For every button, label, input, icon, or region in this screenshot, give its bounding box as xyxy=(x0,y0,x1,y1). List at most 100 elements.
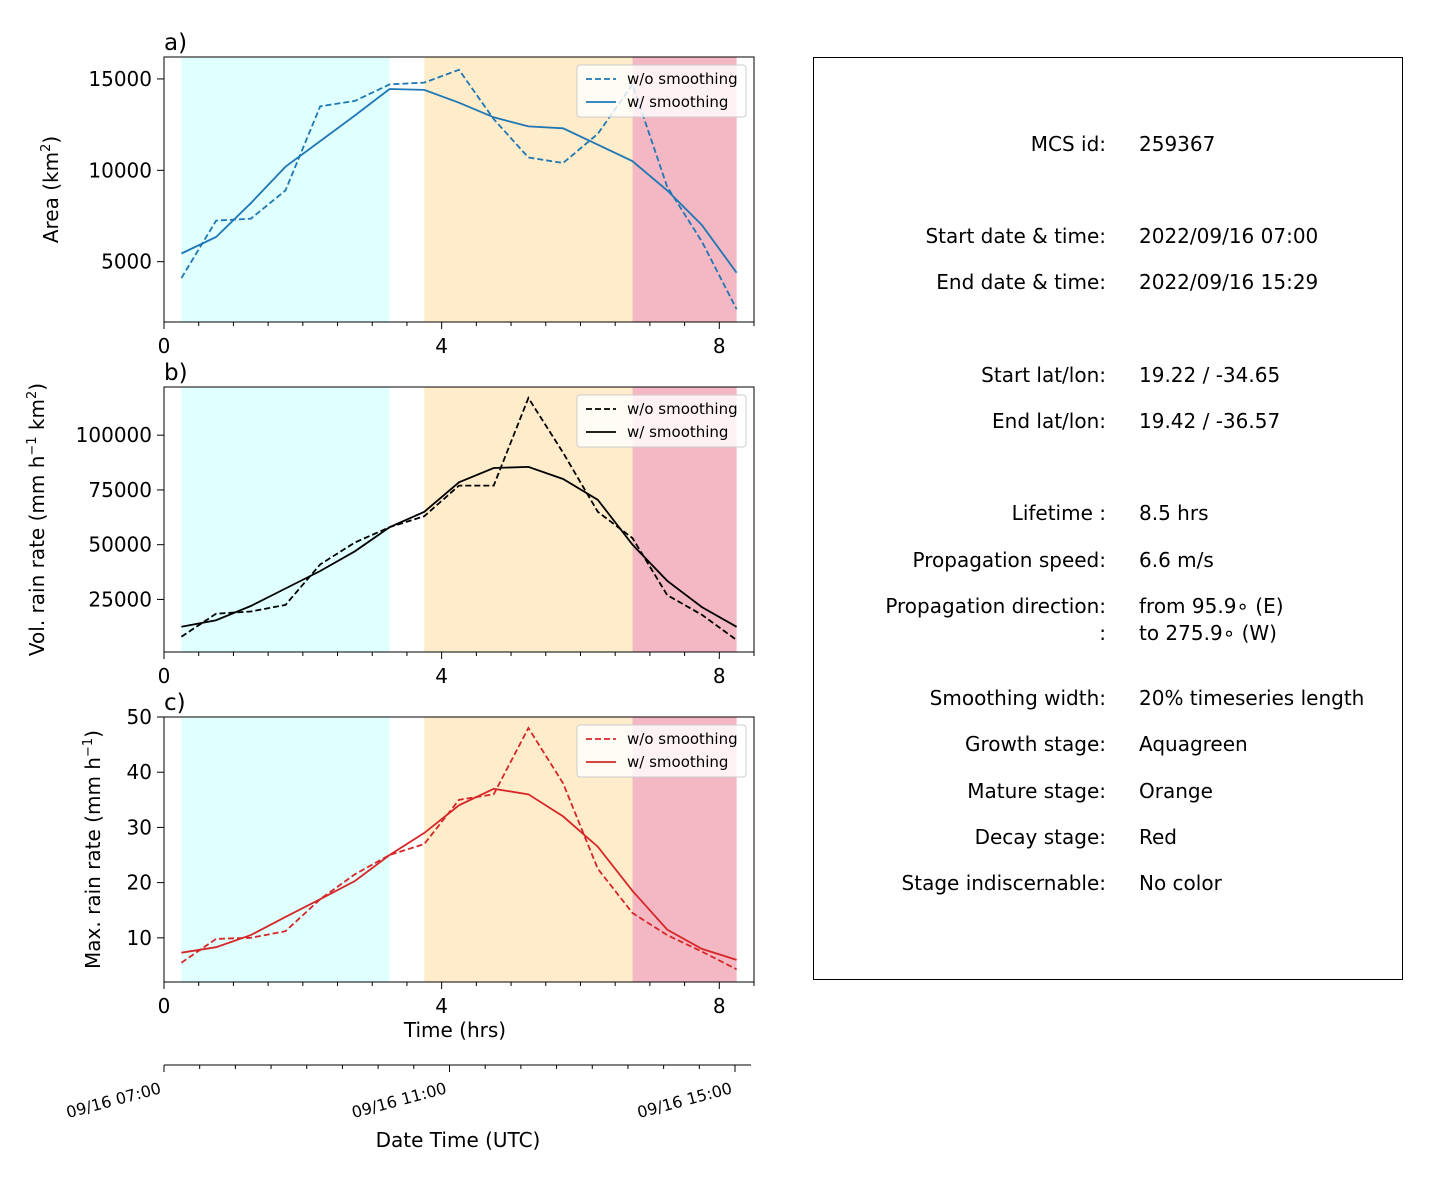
series-line-with-smoothing xyxy=(181,88,738,274)
legend-box xyxy=(576,724,747,778)
y-axis-label-superscript: 2 xyxy=(39,144,54,152)
y-tick-label: 40 xyxy=(127,760,152,784)
y-tick-label: 15000 xyxy=(88,67,152,91)
info-label: : xyxy=(1099,621,1106,645)
x-tick-label: 8 xyxy=(713,334,726,358)
info-label: Start date & time: xyxy=(925,224,1106,248)
info-label: Smoothing width: xyxy=(929,686,1106,710)
y-tick-label: 50 xyxy=(127,705,152,729)
date-tick-label: 09/16 07:00 xyxy=(64,1079,163,1123)
x-tick-label: 4 xyxy=(435,994,448,1018)
date-tick-label: 09/16 11:00 xyxy=(350,1079,449,1123)
y-tick-label: 75000 xyxy=(88,478,152,502)
info-value: 2022/09/16 15:29 xyxy=(1139,270,1319,294)
stage-band-growth xyxy=(181,717,390,982)
info-label: Lifetime : xyxy=(1011,501,1106,525)
x-tick-label: 0 xyxy=(158,334,171,358)
info-value: 259367 xyxy=(1139,132,1216,156)
x-tick-label: 8 xyxy=(713,664,726,688)
y-tick-label: 25000 xyxy=(88,587,152,611)
x-tick-label: 0 xyxy=(158,994,171,1018)
legend-label: w/o smoothing xyxy=(627,70,738,88)
panel-label: b) xyxy=(164,360,188,386)
info-label: Propagation speed: xyxy=(912,548,1106,572)
chart-panel-1: 0 4 8 5000 10000 15000 a) Area (km2) w/o smoothi… xyxy=(39,30,755,358)
info-value: from 95.9∘ (E) xyxy=(1139,594,1284,618)
date-time-axis: 09/16 07:00 09/16 11:00 09/16 15:00 Date Ti… xyxy=(64,1064,751,1152)
x-tick-label: 8 xyxy=(713,994,726,1018)
series-line-without-smoothing xyxy=(180,68,738,310)
stage-band-growth xyxy=(181,387,390,652)
panel-label: c) xyxy=(164,690,186,716)
series-line-with-smoothing xyxy=(181,787,737,961)
y-axis-label: Vol. rain rate (mm h−1 km2) xyxy=(25,383,49,656)
info-label: Stage indiscernable: xyxy=(901,871,1106,895)
info-value: 19.22 / -34.65 xyxy=(1139,363,1281,387)
plot-frame xyxy=(163,716,755,983)
y-axis-label-superscript: 2 xyxy=(25,391,40,399)
info-value: 2022/09/16 07:00 xyxy=(1139,224,1319,248)
y-axis-label-text: Vol. rain rate (mm h xyxy=(25,456,49,657)
y-axis-label-superscript: −1 xyxy=(25,436,40,455)
info-label: End lat/lon: xyxy=(992,409,1106,433)
plot-frame xyxy=(163,56,755,323)
x-tick-label: 4 xyxy=(435,334,448,358)
y-tick-label: 10000 xyxy=(88,158,152,182)
legend-label: w/ smoothing xyxy=(627,753,728,771)
y-axis-label: Max. rain rate (mm h−1) xyxy=(81,730,105,969)
plot-frame xyxy=(163,386,755,653)
info-value: 19.42 / -36.57 xyxy=(1139,409,1281,433)
y-tick-label: 5000 xyxy=(101,250,152,274)
chart-panel-2: 0 4 8 25000 50000 75000 100000 b) Vol. rain rate… xyxy=(25,360,755,688)
y-tick-label: 10 xyxy=(127,926,152,950)
legend-label: w/o smoothing xyxy=(627,400,738,418)
info-label: Start lat/lon: xyxy=(981,363,1106,387)
y-axis-label-superscript: −1 xyxy=(81,738,96,757)
series-line-without-smoothing xyxy=(180,726,738,971)
info-label: Propagation direction: xyxy=(885,594,1106,618)
info-label: Decay stage: xyxy=(974,825,1106,849)
y-axis-label-text: Area (km xyxy=(39,152,63,243)
legend-label: w/ smoothing xyxy=(627,93,728,111)
legend-label: w/o smoothing xyxy=(627,730,738,748)
date-tick-label: 09/16 15:00 xyxy=(635,1079,734,1123)
info-value: 20% timeseries length xyxy=(1139,686,1365,710)
panel-label: a) xyxy=(164,30,187,56)
legend: w/o smoothing w/ smoothing xyxy=(576,724,747,778)
legend-box xyxy=(576,394,747,448)
x-tick-label: 4 xyxy=(435,664,448,688)
y-axis-label-text: Max. rain rate (mm h xyxy=(81,757,105,969)
info-value: No color xyxy=(1139,871,1222,895)
y-tick-label: 20 xyxy=(127,871,152,895)
legend-box xyxy=(576,64,747,118)
info-value: Aquagreen xyxy=(1139,732,1248,756)
y-axis-label-text: ) xyxy=(81,730,105,738)
info-value: Orange xyxy=(1139,779,1213,803)
y-axis-label-text: ) xyxy=(25,383,49,391)
chart-panel-3: 0 4 8 10 20 30 40 50 c) Max. rain rate (mm h−1) Ti… xyxy=(81,690,755,1042)
mcs-info-panel: MCS id: 259367 Start date & time: 2022/0… xyxy=(813,57,1403,980)
x-tick-label: 0 xyxy=(158,664,171,688)
x-axis-label: Time (hrs) xyxy=(403,1018,506,1042)
series-line-without-smoothing xyxy=(180,396,738,641)
series-line-with-smoothing xyxy=(181,465,738,628)
info-value: 6.6 m/s xyxy=(1139,548,1214,572)
info-label: Mature stage: xyxy=(967,779,1106,803)
info-label: End date & time: xyxy=(936,270,1106,294)
y-tick-label: 50000 xyxy=(88,533,152,557)
legend-label: w/ smoothing xyxy=(627,423,728,441)
y-tick-label: 100000 xyxy=(76,423,152,447)
info-value: to 275.9∘ (W) xyxy=(1139,621,1277,645)
info-label: Growth stage: xyxy=(964,732,1106,756)
y-tick-label: 30 xyxy=(127,815,152,839)
date-axis-title: Date Time (UTC) xyxy=(376,1128,541,1152)
y-axis-label-text: km xyxy=(25,399,49,436)
info-value: Red xyxy=(1139,825,1177,849)
y-axis-label-text: ) xyxy=(39,136,63,144)
legend: w/o smoothing w/ smoothing xyxy=(576,394,747,448)
info-label: MCS id: xyxy=(1030,132,1106,156)
legend: w/o smoothing w/ smoothing xyxy=(576,64,747,118)
y-axis-label: Area (km2) xyxy=(39,136,63,243)
info-value: 8.5 hrs xyxy=(1139,501,1209,525)
